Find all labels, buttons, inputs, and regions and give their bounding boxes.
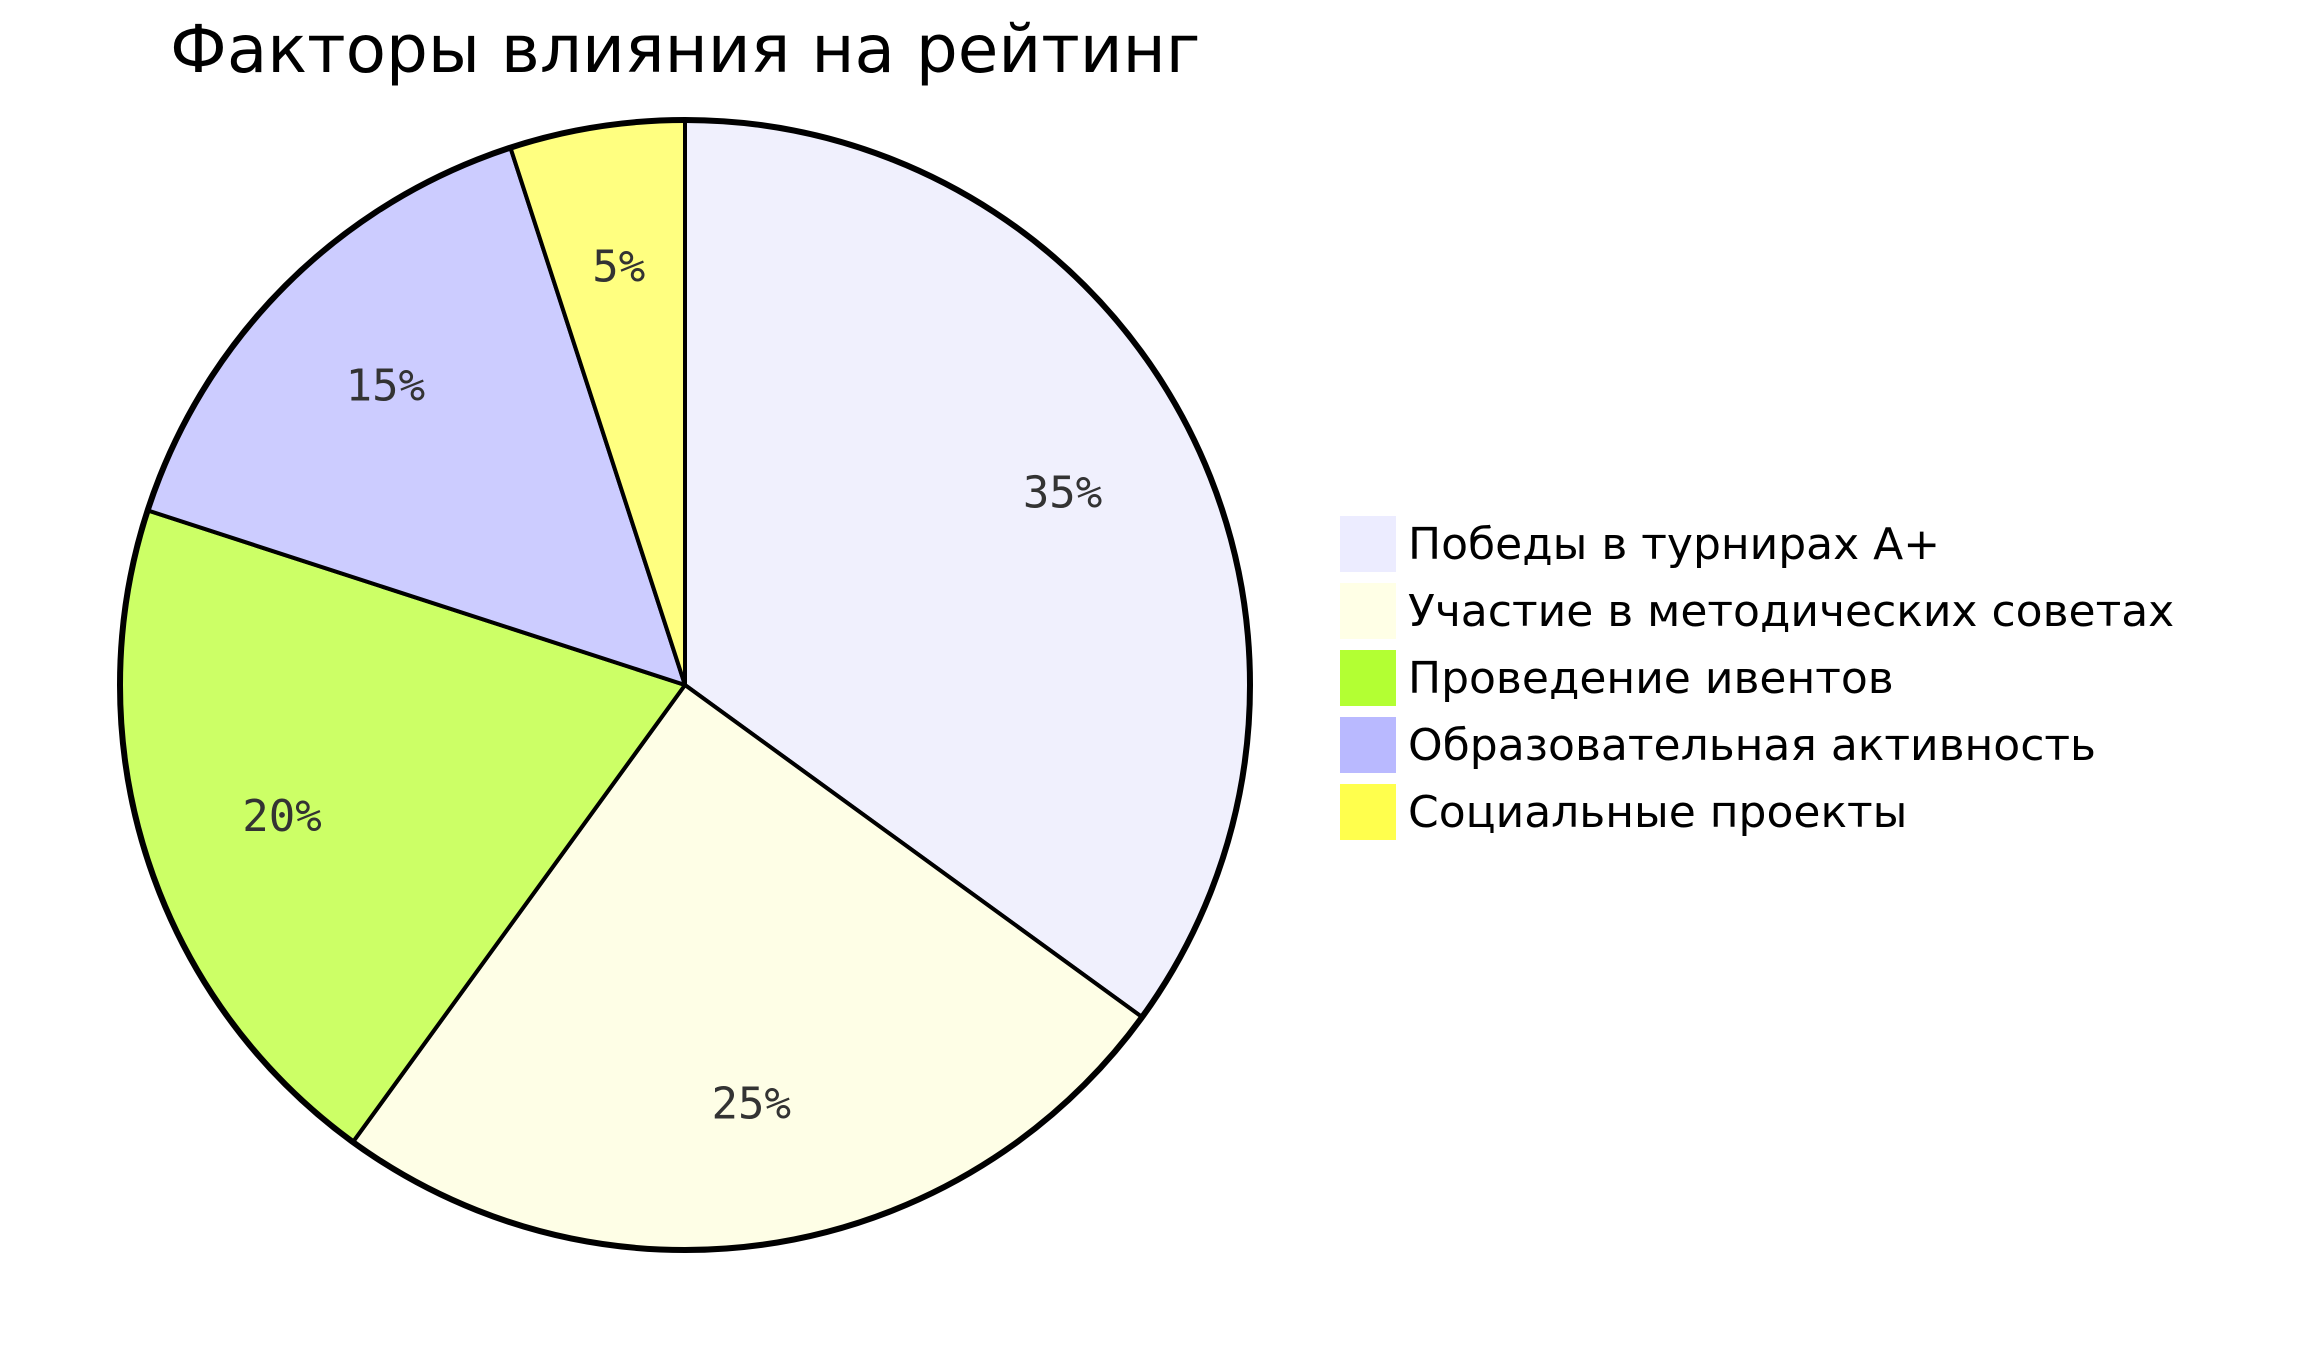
legend-swatch bbox=[1340, 516, 1396, 572]
legend-item: Участие в методических советах bbox=[1340, 583, 2174, 639]
chart-title: Факторы влияния на рейтинг bbox=[170, 11, 1200, 88]
pie-outline bbox=[117, 117, 1253, 1253]
pie-slice-labels: 35% 25% 20% 15% 5% bbox=[242, 241, 1102, 1129]
legend-swatch bbox=[1340, 717, 1396, 773]
legend-swatch bbox=[1340, 583, 1396, 639]
legend-swatch bbox=[1340, 650, 1396, 706]
legend-item: Социальные проекты bbox=[1340, 784, 1907, 840]
slice-value-label-4: 15% bbox=[346, 360, 425, 411]
slice-value-label-2: 25% bbox=[712, 1079, 791, 1130]
legend-label: Участие в методических советах bbox=[1408, 586, 2174, 637]
legend-label: Образовательная активность bbox=[1408, 720, 2096, 771]
legend-swatch bbox=[1340, 784, 1396, 840]
legend-label: Проведение ивентов bbox=[1408, 653, 1894, 704]
legend-item: Проведение ивентов bbox=[1340, 650, 1894, 706]
legend: Победы в турнирах A+ Участие в методическ… bbox=[1340, 516, 2174, 840]
legend-label: Победы в турнирах A+ bbox=[1408, 519, 1940, 570]
legend-item: Победы в турнирах A+ bbox=[1340, 516, 1940, 572]
slice-value-label-1: 35% bbox=[1023, 468, 1102, 519]
legend-item: Образовательная активность bbox=[1340, 717, 2096, 773]
pie-slices bbox=[118, 118, 1252, 1252]
slice-value-label-3: 20% bbox=[242, 791, 321, 842]
slice-value-label-5: 5% bbox=[592, 241, 645, 292]
legend-label: Социальные проекты bbox=[1408, 787, 1907, 838]
